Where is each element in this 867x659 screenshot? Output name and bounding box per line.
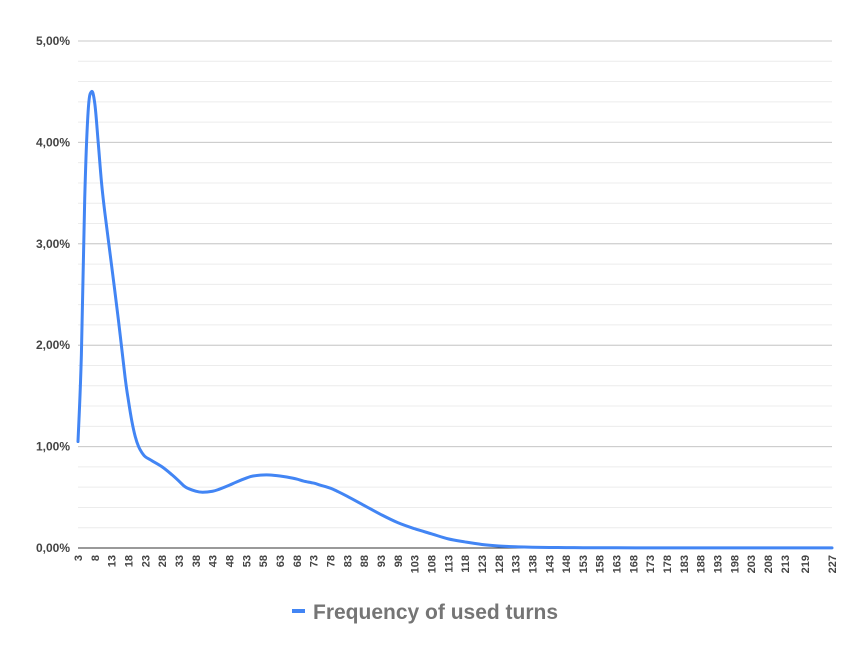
x-tick-label: 158 xyxy=(595,555,607,573)
x-tick-label: 108 xyxy=(426,555,438,573)
x-tick-label: 43 xyxy=(208,555,220,567)
y-tick-label: 2,00% xyxy=(36,338,70,352)
x-tick-label: 123 xyxy=(477,555,489,573)
x-tick-label: 208 xyxy=(763,555,775,573)
x-tick-label: 213 xyxy=(780,555,792,573)
x-tick-label: 188 xyxy=(696,555,708,573)
x-tick-label: 83 xyxy=(342,555,354,567)
x-tick-label: 38 xyxy=(191,555,203,567)
y-tick-label: 0,00% xyxy=(36,541,70,555)
x-tick-label: 193 xyxy=(713,555,725,573)
x-axis-tick-labels: 3 8 13 18 23 28 33 38 43 48 53 58 63 68 73 78 83 88 93 98 10… xyxy=(73,555,839,573)
y-tick-label: 3,00% xyxy=(36,237,70,251)
x-tick-label: 53 xyxy=(241,555,253,567)
y-axis-tick-labels: 0,00% 1,00% 2,00% 3,00% 4,00% 5,00% xyxy=(36,34,70,555)
x-tick-label: 93 xyxy=(376,555,388,567)
x-tick-label: 88 xyxy=(359,555,371,567)
x-tick-label: 113 xyxy=(443,555,455,573)
x-tick-label: 203 xyxy=(746,555,758,573)
x-tick-label: 48 xyxy=(224,555,236,567)
x-tick-label: 227 xyxy=(827,555,839,573)
x-tick-label: 138 xyxy=(527,555,539,573)
x-tick-label: 153 xyxy=(578,555,590,573)
x-tick-label: 68 xyxy=(292,555,304,567)
x-tick-label: 3 xyxy=(73,555,85,561)
x-tick-label: 148 xyxy=(561,555,573,573)
legend-label: Frequency of used turns xyxy=(313,601,558,624)
x-tick-label: 143 xyxy=(544,555,556,573)
x-tick-label: 8 xyxy=(90,555,102,561)
x-tick-label: 103 xyxy=(410,555,422,573)
series-line xyxy=(76,89,834,550)
y-tick-label: 4,00% xyxy=(36,135,70,149)
x-tick-label: 73 xyxy=(309,555,321,567)
x-tick-label: 33 xyxy=(174,555,186,567)
x-tick-label: 98 xyxy=(393,555,405,567)
x-tick-label: 183 xyxy=(679,555,691,573)
legend: Frequency of used turns xyxy=(292,601,558,624)
x-tick-label: 219 xyxy=(800,555,812,573)
x-tick-label: 18 xyxy=(123,555,135,567)
y-tick-label: 1,00% xyxy=(36,440,70,454)
minor-gridlines xyxy=(78,40,832,549)
x-tick-label: 118 xyxy=(460,555,472,573)
x-tick-label: 198 xyxy=(729,555,741,573)
x-tick-label: 58 xyxy=(258,555,270,567)
x-tick-label: 133 xyxy=(511,555,523,573)
major-gridlines xyxy=(78,40,832,549)
x-tick-label: 128 xyxy=(494,555,506,573)
series-layer xyxy=(76,89,834,550)
x-tick-label: 23 xyxy=(140,555,152,567)
y-tick-label: 5,00% xyxy=(36,34,70,48)
x-tick-label: 163 xyxy=(612,555,624,573)
x-tick-label: 78 xyxy=(325,555,337,567)
x-tick-label: 13 xyxy=(107,555,119,567)
x-tick-label: 168 xyxy=(628,555,640,573)
x-tick-label: 28 xyxy=(157,555,169,567)
x-tick-label: 173 xyxy=(645,555,657,573)
x-tick-label: 63 xyxy=(275,555,287,567)
x-tick-label: 178 xyxy=(662,555,674,573)
